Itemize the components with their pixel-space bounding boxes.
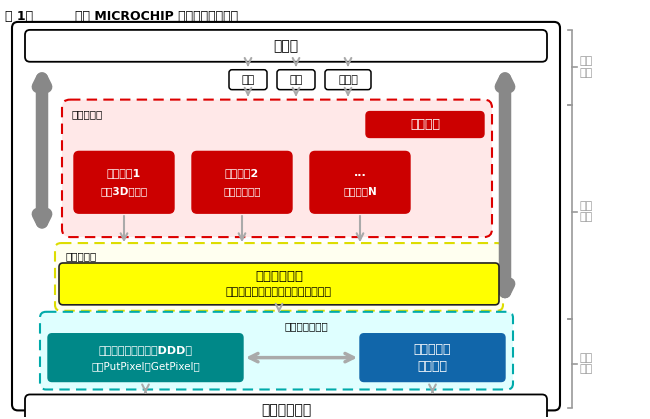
Text: ...: ... [354, 168, 367, 178]
Text: （即滑度条）: （即滑度条） [223, 186, 261, 196]
Text: 设备
相关: 设备 相关 [580, 353, 593, 375]
Text: 通用
模块: 通用 模块 [580, 201, 593, 222]
Text: （可选）: （可选） [417, 360, 447, 373]
Text: 应用
相关: 应用 相关 [580, 57, 593, 78]
FancyBboxPatch shape [229, 70, 267, 90]
Text: 图形对象层: 图形对象层 [72, 110, 103, 119]
Text: 鼠标: 鼠标 [241, 75, 255, 85]
Text: （即3D按钮）: （即3D按钮） [101, 186, 148, 196]
Text: 图形元素函数: 图形元素函数 [255, 270, 303, 283]
FancyBboxPatch shape [310, 151, 410, 213]
Text: （即PutPixel和GetPixel）: （即PutPixel和GetPixel） [91, 362, 200, 372]
FancyBboxPatch shape [360, 334, 505, 382]
Text: 使用 MICROCHIP 图形库的典型系统: 使用 MICROCHIP 图形库的典型系统 [75, 10, 238, 23]
FancyBboxPatch shape [59, 263, 499, 305]
Text: 触摸屏: 触摸屏 [338, 75, 358, 85]
Text: 图 1：: 图 1： [5, 10, 33, 23]
FancyBboxPatch shape [48, 334, 243, 382]
Text: 应用层: 应用层 [274, 39, 298, 53]
Text: 显示设备驱动程序（DDD）: 显示设备驱动程序（DDD） [99, 345, 192, 354]
Text: （非加速线、圆、条和输出文本等）: （非加速线、圆、条和输出文本等） [226, 287, 332, 297]
Text: 图形显示模块: 图形显示模块 [261, 403, 311, 417]
FancyBboxPatch shape [25, 30, 547, 62]
Text: 绘图函数2: 绘图函数2 [225, 168, 259, 178]
Text: 硬件驱动程序层: 硬件驱动程序层 [285, 321, 328, 331]
FancyBboxPatch shape [12, 22, 560, 411]
FancyBboxPatch shape [62, 100, 492, 237]
Text: 键盘: 键盘 [289, 75, 303, 85]
FancyBboxPatch shape [74, 151, 174, 213]
Text: 图形加速器: 图形加速器 [414, 343, 451, 356]
Text: 消息接口: 消息接口 [410, 118, 440, 131]
FancyBboxPatch shape [25, 394, 547, 419]
FancyBboxPatch shape [277, 70, 315, 90]
Text: 绘图函数1: 绘图函数1 [107, 168, 141, 178]
FancyBboxPatch shape [40, 312, 513, 390]
FancyBboxPatch shape [366, 111, 484, 137]
FancyBboxPatch shape [55, 243, 503, 311]
FancyBboxPatch shape [325, 70, 371, 90]
Text: 图形元素层: 图形元素层 [65, 251, 96, 261]
FancyBboxPatch shape [192, 151, 292, 213]
Text: 绘图函数N: 绘图函数N [343, 186, 377, 196]
